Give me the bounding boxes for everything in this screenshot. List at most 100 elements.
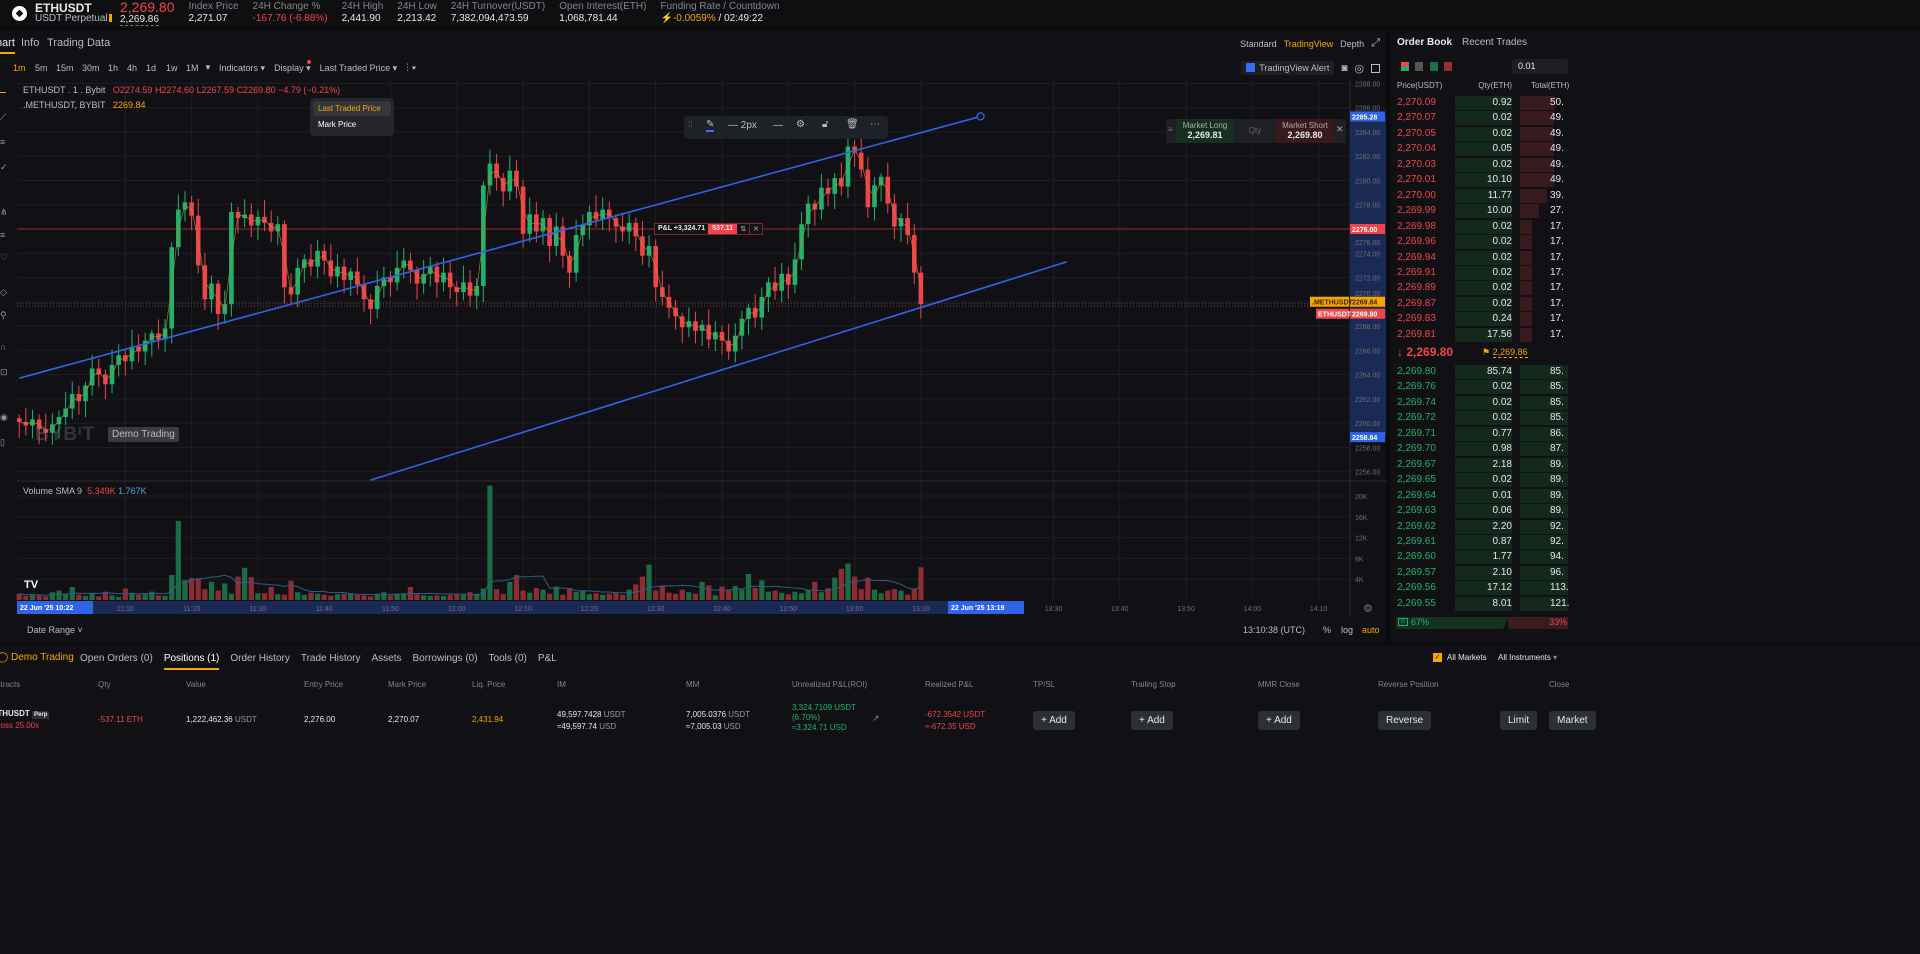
- bid-row[interactable]: 2,269.56 17.12 113.: [1390, 581, 1920, 596]
- close-icon[interactable]: ✕: [1336, 124, 1344, 134]
- add-trailing-stop-button[interactable]: + Add: [1131, 711, 1173, 730]
- fullscreen-icon[interactable]: [1371, 63, 1380, 73]
- view-buy-icon[interactable]: [1415, 62, 1423, 71]
- bid-row[interactable]: 2,269.63 0.06 89.: [1390, 504, 1920, 519]
- tab-chart[interactable]: Chart: [0, 37, 15, 54]
- tab-positions-[interactable]: Positions (1): [163, 653, 220, 670]
- tab-p-l[interactable]: P&L: [537, 653, 557, 664]
- timeframe-15m[interactable]: 15m: [56, 63, 74, 73]
- view-depth[interactable]: Depth: [1340, 38, 1365, 49]
- price-type-select[interactable]: Last Traded Price ▾: [319, 63, 398, 73]
- timeframe-5m[interactable]: 5m: [35, 63, 48, 73]
- ask-row[interactable]: 2,269.81 17.56 17.: [1390, 327, 1920, 342]
- bid-row[interactable]: 2,269.80 85.74 85.: [1390, 365, 1920, 379]
- tab-recent-trades[interactable]: Recent Trades: [1462, 37, 1528, 48]
- tab-order-history[interactable]: Order History: [230, 653, 290, 664]
- tab-tools-[interactable]: Tools (0): [488, 653, 527, 664]
- view-tradingview[interactable]: TradingView: [1283, 38, 1334, 49]
- timeframe-1d[interactable]: 1d: [146, 63, 157, 73]
- add-tpsl-button[interactable]: + Add: [1033, 711, 1075, 730]
- timeframe-more-icon[interactable]: ▼: [204, 63, 212, 72]
- option-mark-price[interactable]: Mark Price: [318, 120, 357, 129]
- ask-row[interactable]: 2,269.89 0.02 17.: [1390, 281, 1920, 296]
- share-icon[interactable]: ↗: [872, 713, 880, 723]
- ask-row[interactable]: 2,270.04 0.05 49.: [1390, 142, 1920, 157]
- ask-row[interactable]: 2,269.83 0.24 17.: [1390, 312, 1920, 327]
- gear-icon[interactable]: ⚙: [796, 119, 805, 130]
- market-long-button[interactable]: Market Long 2,269.81: [1176, 119, 1234, 143]
- bid-row[interactable]: 2,269.55 8.01 121.: [1390, 596, 1920, 611]
- zoom-tool-icon[interactable]: ⚲: [0, 310, 7, 320]
- magnet-tool-icon[interactable]: ∩: [0, 342, 7, 352]
- ask-row[interactable]: 2,270.03 0.02 49.: [1390, 157, 1920, 172]
- bid-row[interactable]: 2,269.64 0.01 89.: [1390, 488, 1920, 503]
- bid-row[interactable]: 2,269.76 0.02 85.: [1390, 380, 1920, 395]
- ask-row[interactable]: 2,269.91 0.02 17.: [1390, 265, 1920, 280]
- bid-row[interactable]: 2,269.71 0.77 86.: [1390, 426, 1920, 441]
- option-last-traded-price[interactable]: Last Traded Price: [313, 101, 391, 116]
- qty-input[interactable]: Qty: [1248, 126, 1262, 135]
- measure-tool-icon[interactable]: ◇: [0, 287, 7, 297]
- close-limit-button[interactable]: Limit: [1500, 711, 1538, 730]
- reverse-position-button[interactable]: Reverse: [1378, 711, 1432, 730]
- close-market-button[interactable]: Market: [1549, 711, 1596, 730]
- ask-row[interactable]: 2,269.96 0.02 17.: [1390, 235, 1920, 250]
- timeframe-1M[interactable]: 1M: [186, 63, 199, 73]
- leverage[interactable]: Cross 25.00x: [0, 721, 40, 730]
- bid-row[interactable]: 2,269.72 0.02 85.: [1390, 411, 1920, 426]
- trash-tool-icon[interactable]: ▯: [0, 437, 5, 447]
- pencil-icon[interactable]: ✎: [706, 119, 715, 132]
- instruments-select[interactable]: All Instruments ▾: [1498, 653, 1558, 662]
- timeframe-1h[interactable]: 1h: [108, 63, 119, 73]
- settings-icon[interactable]: ◎: [1354, 62, 1364, 75]
- visibility-tool-icon[interactable]: ◉: [0, 412, 8, 422]
- bid-row[interactable]: 2,269.65 0.02 89.: [1390, 473, 1920, 488]
- demo-trading-toggle[interactable]: ◯ Demo Trading: [0, 652, 74, 663]
- add-mmr-close-button[interactable]: + Add: [1258, 711, 1300, 730]
- date-range-button[interactable]: Date Range ˅: [27, 625, 83, 635]
- tab-borrowings-[interactable]: Borrowings (0): [412, 653, 478, 664]
- pattern-tool-icon[interactable]: ⋔: [0, 207, 8, 217]
- drag-handle-icon[interactable]: ⁞⁞: [688, 120, 693, 129]
- timeframe-1m[interactable]: 1m: [13, 63, 26, 73]
- fib-tool-icon[interactable]: ≡: [0, 137, 6, 147]
- drag-handle-icon[interactable]: ≡: [1168, 125, 1173, 134]
- position-line-label[interactable]: P&L +3,324.71 537.11 ⇅ ✕: [654, 223, 763, 235]
- tab-open-orders-[interactable]: Open Orders (0): [80, 653, 153, 664]
- ask-row[interactable]: 2,270.01 10.10 49.: [1390, 173, 1920, 188]
- indicators-button[interactable]: Indicators ▾: [219, 63, 266, 73]
- lock-tool-icon[interactable]: ⊡: [0, 367, 8, 377]
- ask-row[interactable]: 2,269.99 10.00 27.: [1390, 204, 1920, 219]
- line-style-icon[interactable]: —: [773, 120, 783, 131]
- timeframe-4h[interactable]: 4h: [127, 63, 138, 73]
- view-bids-icon[interactable]: [1430, 62, 1438, 71]
- more-icon[interactable]: ⋯: [870, 119, 880, 130]
- axis-settings-icon[interactable]: ⚙: [1363, 603, 1373, 615]
- view-both-icon[interactable]: [1401, 62, 1409, 71]
- timeframe-30m[interactable]: 30m: [82, 63, 100, 73]
- tab-trade-history[interactable]: Trade History: [300, 653, 361, 664]
- tab-trading-data[interactable]: Trading Data: [47, 37, 111, 49]
- price-chart[interactable]: 2288.00 2286.00 2284.00 2282.00 2280.00 2278.…: [0, 30, 1386, 642]
- bid-row[interactable]: 2,269.57 2.10 96.: [1390, 565, 1920, 580]
- ask-row[interactable]: 2,269.87 0.02 17.: [1390, 296, 1920, 311]
- contract-name[interactable]: ETHUSDT Perp: [0, 709, 50, 719]
- market-short-button[interactable]: Market Short 2,269.80: [1276, 119, 1334, 143]
- view-standard[interactable]: Standard: [1240, 38, 1277, 49]
- auto-scale-button[interactable]: auto: [1362, 625, 1380, 635]
- tab-order-book[interactable]: Order Book: [1397, 37, 1453, 48]
- bid-row[interactable]: 2,269.70 0.98 87.: [1390, 442, 1920, 457]
- prediction-tool-icon[interactable]: ≡: [0, 230, 6, 240]
- reverse-icon[interactable]: ⇅: [737, 224, 750, 234]
- percent-scale-button[interactable]: %: [1323, 625, 1332, 635]
- shape-tool-icon[interactable]: ♡: [0, 252, 9, 262]
- timeframe-1w[interactable]: 1w: [166, 63, 178, 73]
- display-button[interactable]: Display ▾: [274, 60, 311, 74]
- chart-type-icon[interactable]: ⫶ ▾: [406, 63, 417, 74]
- bid-row[interactable]: 2,269.61 0.87 92.: [1390, 534, 1920, 549]
- ask-row[interactable]: 2,270.05 0.02 49.: [1390, 126, 1920, 141]
- view-asks-icon[interactable]: [1444, 62, 1452, 71]
- tradingview-alert-button[interactable]: TradingView Alert: [1241, 61, 1335, 75]
- bid-row[interactable]: 2,269.60 1.77 94.: [1390, 550, 1920, 565]
- tab-info[interactable]: Info: [21, 37, 40, 49]
